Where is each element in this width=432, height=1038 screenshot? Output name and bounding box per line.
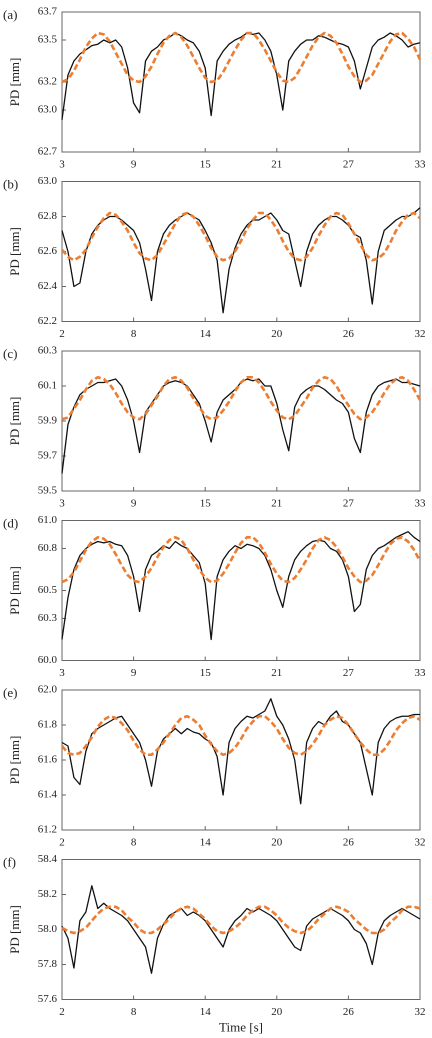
y-tick-label: 61.8 <box>38 719 58 731</box>
panel-label: (d) <box>3 515 18 530</box>
fit-line <box>61 31 422 84</box>
y-tick-label: 61.0 <box>38 514 58 526</box>
x-tick-label: 20 <box>271 1006 283 1018</box>
x-tick-label: 27 <box>343 667 355 679</box>
y-tick-label: 61.6 <box>38 754 58 766</box>
panel-label: (a) <box>3 7 17 22</box>
y-tick-label: 59.5 <box>38 485 58 497</box>
y-tick-label: 60.5 <box>38 584 58 596</box>
fit-line <box>61 905 421 935</box>
x-tick-label: 26 <box>343 837 355 849</box>
panel-label: (c) <box>3 346 17 361</box>
fit-line <box>61 714 421 757</box>
x-tick-label: 2 <box>59 328 65 340</box>
x-tick-label: 3 <box>59 667 65 679</box>
x-tick-label: 33 <box>415 667 427 679</box>
x-tick-label: 8 <box>131 328 137 340</box>
y-axis-title: PD [mm] <box>7 227 22 276</box>
x-tick-label: 15 <box>200 667 212 679</box>
x-tick-label: 21 <box>271 498 282 510</box>
x-tick-label: 26 <box>343 1006 355 1018</box>
y-tick-label: 61.2 <box>38 824 57 836</box>
y-tick-label: 60.0 <box>38 654 58 666</box>
x-tick-label: 27 <box>343 159 355 171</box>
y-tick-label: 63.0 <box>38 175 58 187</box>
panel-label: (b) <box>3 176 18 191</box>
y-tick-label: 63.7 <box>38 6 58 18</box>
y-axis-title: PD [mm] <box>7 905 22 954</box>
fit-line <box>61 536 422 584</box>
plot-frame <box>61 11 421 153</box>
x-tick-label: 9 <box>131 498 137 510</box>
y-tick-label: 59.7 <box>38 450 58 462</box>
y-tick-label: 58.0 <box>38 923 58 935</box>
x-tick-label: 20 <box>271 837 283 849</box>
y-tick-label: 59.9 <box>38 415 58 427</box>
data-line <box>61 32 421 120</box>
x-tick-label: 33 <box>415 159 427 171</box>
fit-line <box>61 211 421 262</box>
x-tick-label: 3 <box>59 498 65 510</box>
y-tick-label: 63.2 <box>38 76 57 88</box>
y-tick-label: 62.2 <box>38 315 57 327</box>
y-tick-label: 60.8 <box>38 542 58 554</box>
data-line <box>61 207 421 314</box>
x-tick-label: 9 <box>131 159 137 171</box>
x-tick-label: 2 <box>59 837 65 849</box>
y-axis-title: PD [mm] <box>7 58 22 107</box>
data-line <box>61 698 420 805</box>
y-tick-label: 60.1 <box>38 380 57 392</box>
y-tick-label: 63.0 <box>38 104 58 116</box>
x-tick-label: 3 <box>59 159 65 171</box>
x-tick-label: 9 <box>131 667 137 679</box>
y-tick-label: 63.5 <box>38 34 58 46</box>
y-tick-label: 62.4 <box>38 280 58 292</box>
y-tick-label: 61.4 <box>38 789 58 801</box>
x-tick-label: 2 <box>59 1006 65 1018</box>
x-axis-title: Time [s] <box>219 1019 263 1034</box>
plot-frame <box>61 689 421 831</box>
x-tick-label: 20 <box>271 328 283 340</box>
y-axis-title: PD [mm] <box>7 397 22 446</box>
x-tick-label: 15 <box>200 159 212 171</box>
x-tick-label: 21 <box>271 159 282 171</box>
x-tick-label: 8 <box>131 1006 137 1018</box>
x-tick-label: 32 <box>415 1006 426 1018</box>
y-tick-label: 62.8 <box>38 210 58 222</box>
y-tick-label: 62.6 <box>38 245 58 257</box>
y-tick-label: 62.7 <box>38 146 58 158</box>
y-axis-title: PD [mm] <box>7 566 22 615</box>
panel-label: (e) <box>3 685 17 700</box>
x-tick-label: 26 <box>343 328 355 340</box>
plot-frame <box>61 350 421 492</box>
data-line <box>61 531 421 641</box>
x-tick-label: 15 <box>200 498 212 510</box>
y-tick-label: 62.0 <box>38 684 58 696</box>
x-tick-label: 32 <box>415 837 426 849</box>
x-tick-label: 21 <box>271 667 282 679</box>
y-axis-title: PD [mm] <box>7 736 22 785</box>
x-tick-label: 14 <box>200 837 212 849</box>
y-tick-label: 58.2 <box>38 888 57 900</box>
fit-line <box>61 375 422 421</box>
x-tick-label: 27 <box>343 498 355 510</box>
x-tick-label: 33 <box>415 498 427 510</box>
y-tick-label: 58.4 <box>38 853 58 865</box>
data-line <box>61 885 421 974</box>
plot-frame <box>61 181 421 322</box>
panel-label: (f) <box>3 854 16 869</box>
y-tick-label: 60.3 <box>38 612 58 624</box>
y-tick-label: 60.3 <box>38 345 58 357</box>
y-tick-label: 57.6 <box>38 993 58 1005</box>
x-tick-label: 14 <box>200 1006 212 1018</box>
y-tick-label: 57.8 <box>38 958 58 970</box>
x-tick-label: 14 <box>200 328 212 340</box>
x-tick-label: 8 <box>131 837 137 849</box>
x-tick-label: 32 <box>415 328 426 340</box>
